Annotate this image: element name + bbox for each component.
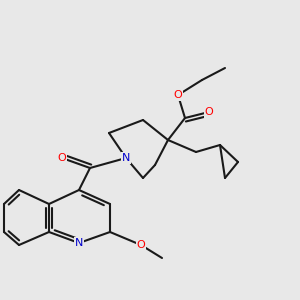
- Text: O: O: [58, 153, 66, 163]
- Text: O: O: [136, 240, 146, 250]
- Text: O: O: [174, 90, 182, 100]
- Text: O: O: [205, 107, 213, 117]
- Text: N: N: [122, 153, 130, 163]
- Text: N: N: [75, 238, 83, 248]
